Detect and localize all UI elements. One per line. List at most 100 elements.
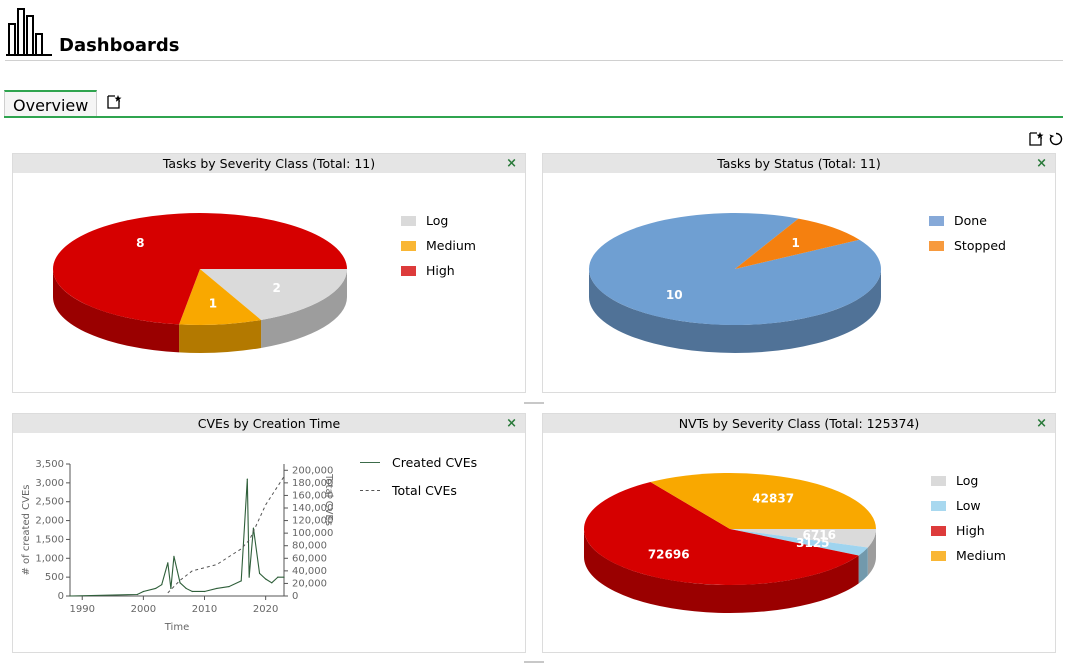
pie-slice: [735, 218, 860, 269]
pie-slice-side: [589, 269, 881, 353]
new-dashboard-icon[interactable]: [1028, 131, 1044, 151]
close-icon[interactable]: ×: [1036, 416, 1047, 431]
panel-title: CVEs by Creation Time: [197, 416, 341, 431]
reset-icon[interactable]: [1048, 131, 1064, 151]
legend-label: Log: [426, 213, 449, 228]
page-header: Dashboards: [5, 6, 1063, 61]
panel-body: 2 1 8 Log Medium High: [13, 173, 525, 392]
resize-handle[interactable]: [524, 661, 544, 663]
legend-swatch: [401, 265, 416, 276]
y2-tick-label: 160,000: [292, 490, 333, 501]
legend-item: Medium: [401, 233, 476, 258]
tab-overview[interactable]: Overview: [4, 90, 98, 116]
panel-tasks-by-status: Tasks by Status (Total: 11) × 10 1 Done S…: [542, 153, 1056, 393]
y2-tick-label: 80,000: [292, 541, 327, 552]
y-tick-label: 3,000: [35, 478, 64, 489]
new-dashboard-icon[interactable]: [106, 94, 122, 114]
legend-label: Low: [956, 498, 981, 513]
legend-label: High: [956, 523, 985, 538]
chart-legend: Log Low High Medium: [931, 468, 1006, 568]
data-point: [203, 590, 206, 593]
y2-tick-label: 100,000: [292, 528, 333, 539]
data-point: [155, 587, 157, 590]
legend-item: Log: [401, 208, 476, 233]
data-point: [170, 587, 172, 590]
panel-title: Tasks by Status (Total: 11): [717, 156, 881, 171]
pie-slice: [200, 269, 347, 320]
panel-header: NVTs by Severity Class (Total: 125374) ×: [543, 414, 1055, 433]
panel-header: Tasks by Severity Class (Total: 11) ×: [13, 154, 525, 173]
pie-slice: [179, 269, 262, 325]
chart-legend: Done Stopped: [929, 208, 1006, 258]
data-point: [136, 593, 138, 596]
pie-slice-label: 2: [272, 281, 280, 295]
chart-legend: Created CVEs Total CVEs: [360, 448, 477, 504]
x-tick-label: 2000: [131, 604, 156, 615]
legend-swatch: [931, 550, 946, 561]
resize-handle[interactable]: [524, 402, 544, 404]
y2-tick-label: 60,000: [292, 553, 327, 564]
pie-slice-side: [584, 529, 859, 613]
pie-slice: [52, 213, 347, 325]
data-point: [191, 590, 193, 593]
y2-axis-label: Total CVEs: [323, 473, 334, 526]
y2-tick-label: 0: [292, 591, 298, 602]
close-icon[interactable]: ×: [506, 156, 517, 171]
pie-slice-side: [261, 269, 347, 348]
close-icon[interactable]: ×: [1036, 156, 1047, 171]
legend-item: High: [931, 518, 1006, 543]
data-point: [271, 582, 273, 584]
legend-label: Created CVEs: [392, 454, 478, 470]
data-point: [69, 595, 71, 597]
close-icon[interactable]: ×: [506, 416, 517, 431]
legend-line-solid: [360, 461, 380, 463]
legend-label: Done: [954, 213, 987, 228]
legend-item: Total CVEs: [360, 476, 477, 504]
legend-item: Low: [931, 493, 1006, 518]
y2-tick-label: 180,000: [292, 478, 333, 489]
pie-slice-label: 72696: [648, 548, 690, 562]
legend-item: Log: [931, 468, 1006, 493]
pie-slice-side: [179, 319, 262, 353]
panel-header: CVEs by Creation Time ×: [13, 414, 525, 433]
pie-slice: [584, 482, 859, 585]
data-point: [161, 584, 163, 586]
pie-slice-side: [867, 529, 876, 576]
pie-slice-label: 1: [209, 296, 217, 310]
legend-label: Total CVEs: [392, 482, 457, 498]
legend-swatch: [931, 525, 946, 536]
pie-slice: [730, 529, 868, 556]
data-point: [173, 555, 175, 557]
dashboard-toolbar: [1028, 131, 1064, 151]
legend-item: Stopped: [929, 233, 1006, 258]
series-created-cves: [69, 479, 284, 597]
y-tick-label: 1,000: [35, 553, 64, 564]
x-tick-label: 2010: [192, 604, 217, 615]
y-tick-label: 2,500: [35, 497, 64, 508]
panel-header: Tasks by Status (Total: 11) ×: [543, 154, 1055, 173]
legend-item: High: [401, 258, 476, 283]
legend-swatch: [931, 500, 946, 511]
pie-chart: 2 1 8: [52, 213, 347, 353]
data-point: [258, 572, 261, 574]
panel-tasks-by-severity: Tasks by Severity Class (Total: 11) × 2 1…: [12, 153, 526, 393]
legend-swatch: [931, 475, 946, 486]
y-axis-label: # of created CVEs: [21, 485, 32, 576]
y2-tick-label: 120,000: [292, 516, 333, 527]
data-point: [283, 576, 285, 578]
legend-swatch: [401, 240, 416, 251]
panel-body: 6716 3125 72696 42837 Log Low High Medium: [543, 433, 1055, 652]
legend-swatch: [929, 240, 944, 251]
y-tick-label: 1,500: [35, 534, 64, 545]
data-point: [142, 590, 144, 593]
bar-chart-icon: [6, 8, 52, 56]
pie-slice: [650, 473, 876, 529]
pie-slice: [730, 529, 876, 548]
data-point: [252, 527, 255, 529]
data-point: [228, 585, 230, 588]
data-point: [185, 587, 187, 590]
data-point: [246, 478, 248, 480]
legend-label: Stopped: [954, 238, 1006, 253]
chart-legend: Log Medium High: [401, 208, 476, 283]
